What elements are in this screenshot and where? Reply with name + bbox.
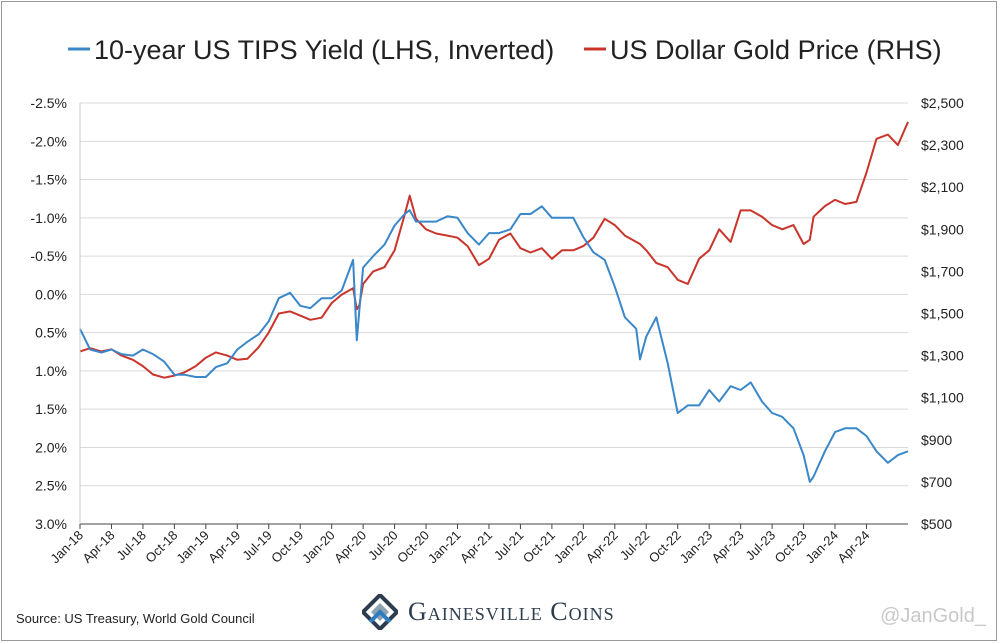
legend: 10-year US TIPS Yield (LHS, Inverted) US… [68, 35, 942, 65]
right-tick-label: $2,500 [921, 95, 964, 111]
x-tick-label: Oct-23 [771, 528, 809, 566]
x-tick-label: Apr-18 [79, 528, 117, 566]
x-tick-label: Oct-22 [646, 528, 684, 566]
x-tick-label: Jan-18 [47, 528, 86, 567]
left-tick-label: 2.5% [35, 478, 67, 494]
x-tick-label: Apr-21 [457, 528, 495, 566]
left-tick-label: -0.5% [30, 248, 67, 264]
watermark: @JanGold_ [880, 605, 986, 627]
right-tick-label: $700 [921, 474, 952, 490]
x-tick-label: Jan-21 [425, 528, 464, 567]
left-tick-label: 0.5% [35, 325, 67, 341]
right-tick-label: $1,500 [921, 306, 964, 322]
legend-label-gold: US Dollar Gold Price (RHS) [610, 35, 942, 65]
left-tick-label: -2.0% [30, 133, 67, 149]
axis-lines [79, 103, 908, 525]
gridlines [80, 102, 908, 487]
right-tick-label: $1,100 [921, 390, 964, 406]
gold-price-line [79, 121, 909, 379]
x-tick-label: Oct-21 [520, 528, 558, 566]
right-tick-label: $1,700 [921, 263, 964, 279]
brand-name: Gainesville Coins [408, 597, 615, 626]
x-tick-label: Apr-20 [331, 528, 369, 566]
left-axis-ticks: -2.5% -2.0% -1.5% -1.0% -0.5% 0.0% 0.5% 1.0% 1.5… [30, 95, 67, 532]
x-tick-label: Jan-23 [677, 528, 716, 567]
x-tick-label: Jan-20 [299, 528, 338, 567]
brand-mark-icon [362, 594, 398, 630]
legend-label-tips: 10-year US TIPS Yield (LHS, Inverted) [94, 35, 554, 65]
right-axis-ticks: $500 $700 $900 $1,100 $1,300 $1,500 $1,700 $1,9… [921, 95, 964, 532]
left-tick-label: 1.5% [35, 401, 67, 417]
right-tick-label: $1,900 [921, 221, 964, 237]
right-tick-label: $2,100 [921, 179, 964, 195]
x-tick-label: Oct-20 [394, 528, 432, 566]
x-tick-label: Jan-19 [173, 528, 212, 567]
x-tick-label: Jan-24 [802, 528, 841, 567]
left-tick-label: 3.0% [35, 516, 67, 532]
x-tick-label: Apr-22 [583, 528, 621, 566]
left-tick-label: 2.0% [35, 439, 67, 455]
tips-yield-series [79, 205, 909, 483]
right-tick-label: $500 [921, 516, 952, 532]
right-tick-label: $2,300 [921, 137, 964, 153]
x-tick-label: Apr-23 [709, 528, 747, 566]
x-tick-label: Apr-19 [205, 528, 243, 566]
left-tick-label: 1.0% [35, 363, 67, 379]
series-lines [79, 121, 909, 483]
left-tick-label: -1.5% [30, 172, 67, 188]
x-tick-label: Apr-24 [834, 528, 872, 566]
x-tick-label: Oct-18 [142, 528, 180, 566]
left-tick-label: -2.5% [30, 95, 67, 111]
source-note: Source: US Treasury, World Gold Council [16, 611, 255, 626]
brand-logo: Gainesville Coins [362, 594, 615, 630]
gold-price-series [79, 121, 909, 379]
left-tick-label: 0.0% [35, 286, 67, 302]
x-tick-label: Oct-19 [268, 528, 306, 566]
right-tick-label: $900 [921, 432, 952, 448]
right-tick-label: $1,300 [921, 348, 964, 364]
x-axis-ticks: Jan-18Apr-18Jul-18Oct-18Jan-19Apr-19Jul-… [47, 524, 873, 567]
x-tick-label: Jan-22 [551, 528, 590, 567]
left-tick-label: -1.0% [30, 210, 67, 226]
tips-yield-line [79, 205, 909, 483]
